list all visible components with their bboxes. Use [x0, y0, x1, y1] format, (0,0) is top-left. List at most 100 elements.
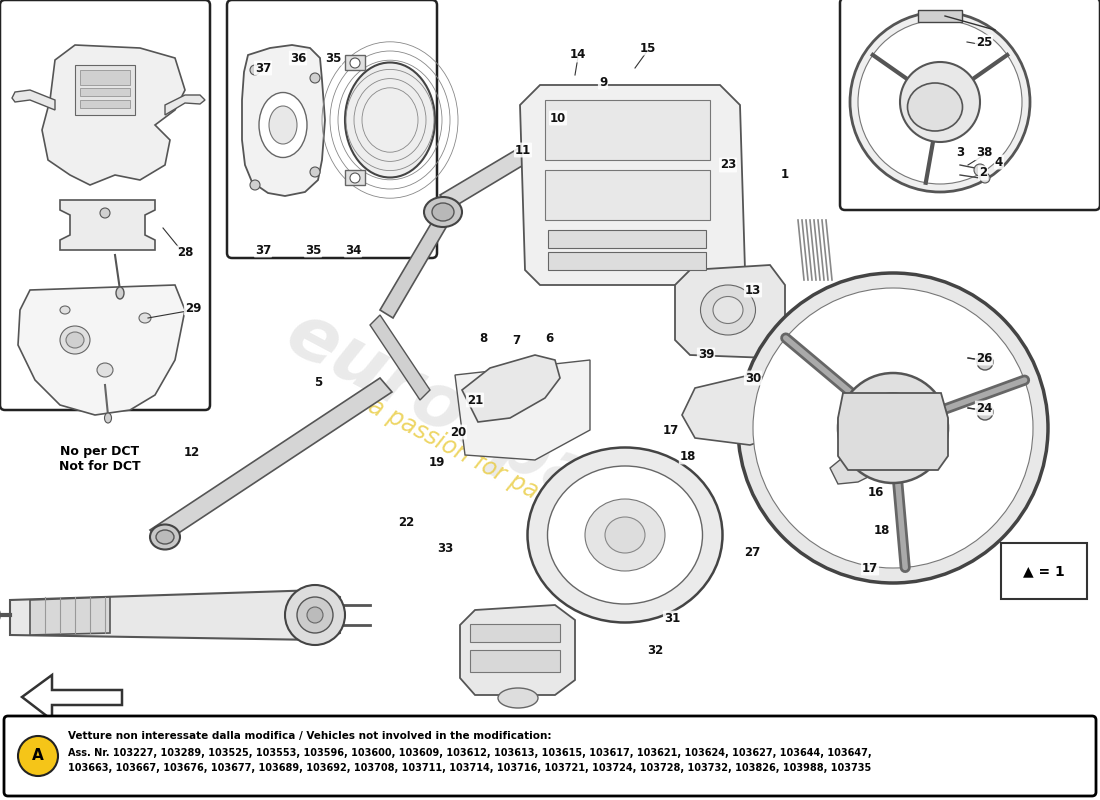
Polygon shape [838, 393, 948, 470]
Circle shape [100, 208, 110, 218]
Circle shape [900, 62, 980, 142]
Text: 103663, 103667, 103676, 103677, 103689, 103692, 103708, 103711, 103714, 103716, : 103663, 103667, 103676, 103677, 103689, … [68, 763, 871, 773]
Text: 38: 38 [976, 146, 992, 159]
Circle shape [838, 373, 948, 483]
Text: 16: 16 [868, 486, 884, 498]
Ellipse shape [104, 413, 111, 423]
Text: 17: 17 [663, 423, 679, 437]
Text: 10: 10 [550, 111, 566, 125]
Text: 26: 26 [976, 351, 992, 365]
Circle shape [285, 585, 345, 645]
Bar [345, 55, 365, 70]
Polygon shape [242, 45, 324, 196]
Text: 15: 15 [640, 42, 657, 54]
Text: ▲ = 1: ▲ = 1 [1023, 564, 1065, 578]
Polygon shape [165, 95, 205, 115]
Ellipse shape [548, 466, 703, 604]
Polygon shape [18, 285, 185, 415]
FancyBboxPatch shape [4, 716, 1096, 796]
Bar [80, 70, 130, 85]
Text: 18: 18 [680, 450, 696, 463]
Text: 29: 29 [185, 302, 201, 314]
Ellipse shape [97, 363, 113, 377]
Polygon shape [12, 90, 55, 110]
Circle shape [250, 65, 260, 75]
Ellipse shape [585, 499, 666, 571]
Ellipse shape [270, 106, 297, 144]
Text: 18: 18 [873, 523, 890, 537]
Text: 20: 20 [450, 426, 466, 438]
Polygon shape [520, 85, 745, 285]
Ellipse shape [66, 332, 84, 348]
Ellipse shape [116, 287, 124, 299]
Ellipse shape [345, 62, 434, 178]
Circle shape [977, 404, 993, 420]
Text: 31: 31 [664, 611, 680, 625]
Text: 27: 27 [744, 546, 760, 559]
Circle shape [754, 288, 1033, 568]
Text: 17: 17 [862, 562, 878, 574]
Polygon shape [150, 378, 392, 544]
Circle shape [310, 73, 320, 83]
Circle shape [850, 12, 1030, 192]
Bar [75, 65, 135, 115]
Text: 4: 4 [994, 155, 1003, 169]
Text: 21: 21 [466, 394, 483, 406]
Bar [470, 624, 560, 642]
Ellipse shape [60, 306, 70, 314]
Bar [80, 100, 130, 108]
Text: 37: 37 [255, 243, 271, 257]
Circle shape [980, 173, 990, 183]
Ellipse shape [713, 297, 743, 323]
Polygon shape [30, 597, 110, 635]
Text: 35: 35 [305, 243, 321, 257]
Text: 28: 28 [177, 246, 194, 259]
Bar [345, 170, 365, 185]
Polygon shape [830, 448, 874, 484]
Ellipse shape [498, 688, 538, 708]
Polygon shape [462, 355, 560, 422]
Text: 5: 5 [314, 375, 322, 389]
Bar [548, 252, 706, 270]
Bar [80, 88, 130, 96]
Text: 14: 14 [570, 49, 586, 62]
Circle shape [974, 164, 986, 176]
Polygon shape [440, 88, 635, 208]
Ellipse shape [605, 517, 645, 553]
Polygon shape [379, 200, 458, 318]
Polygon shape [682, 375, 785, 445]
Text: 33: 33 [437, 542, 453, 554]
Polygon shape [22, 675, 122, 720]
Circle shape [18, 736, 58, 776]
Text: 7: 7 [512, 334, 520, 346]
Circle shape [738, 273, 1048, 583]
Circle shape [250, 180, 260, 190]
Text: 24: 24 [976, 402, 992, 414]
Text: 11: 11 [515, 143, 531, 157]
Ellipse shape [139, 313, 151, 323]
Polygon shape [10, 590, 340, 640]
FancyBboxPatch shape [1001, 543, 1087, 599]
Text: Vetture non interessate dalla modifica / Vehicles not involved in the modificati: Vetture non interessate dalla modifica /… [68, 731, 551, 741]
Ellipse shape [150, 525, 180, 550]
Ellipse shape [60, 326, 90, 354]
Circle shape [307, 607, 323, 623]
Circle shape [858, 393, 928, 463]
Polygon shape [455, 360, 590, 460]
Circle shape [297, 597, 333, 633]
Polygon shape [460, 605, 575, 695]
Text: 12: 12 [184, 446, 200, 459]
Bar [548, 230, 706, 248]
FancyBboxPatch shape [227, 0, 437, 258]
Text: 2: 2 [979, 166, 987, 179]
Polygon shape [60, 200, 155, 250]
Text: 25: 25 [976, 35, 992, 49]
Text: a passion for parts, since 1985: a passion for parts, since 1985 [363, 394, 696, 586]
Circle shape [977, 354, 993, 370]
Text: 8: 8 [478, 331, 487, 345]
Text: 1: 1 [781, 169, 789, 182]
FancyBboxPatch shape [0, 0, 210, 410]
Circle shape [858, 20, 1022, 184]
Text: A: A [32, 749, 44, 763]
Bar [544, 170, 710, 220]
